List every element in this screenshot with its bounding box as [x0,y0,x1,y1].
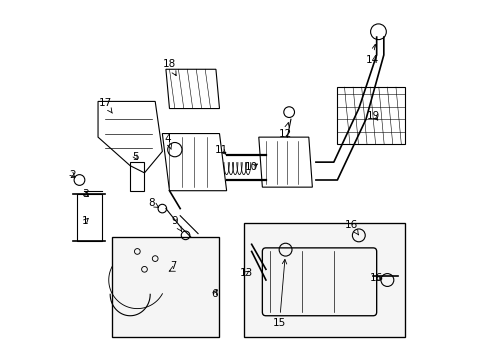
Text: 13: 13 [239,268,252,278]
Text: 14: 14 [365,44,378,65]
Text: 6: 6 [210,289,217,299]
Text: 9: 9 [171,216,181,231]
Text: 11: 11 [214,145,227,155]
Text: 19: 19 [366,111,380,121]
Text: 12: 12 [278,123,292,139]
Text: 17: 17 [99,98,112,113]
Text: 7: 7 [170,261,176,271]
Text: 8: 8 [148,198,158,208]
Text: 3: 3 [82,189,89,199]
Text: 5: 5 [132,152,139,162]
Text: 2: 2 [69,170,76,180]
FancyBboxPatch shape [112,237,219,337]
Text: 16: 16 [369,273,383,283]
Text: 4: 4 [164,134,171,149]
Text: 15: 15 [272,260,286,328]
Text: 1: 1 [82,216,89,226]
Text: 16: 16 [345,220,358,235]
FancyBboxPatch shape [244,223,405,337]
Bar [77,194,102,241]
Text: 18: 18 [163,59,176,76]
Text: 10: 10 [244,162,258,172]
